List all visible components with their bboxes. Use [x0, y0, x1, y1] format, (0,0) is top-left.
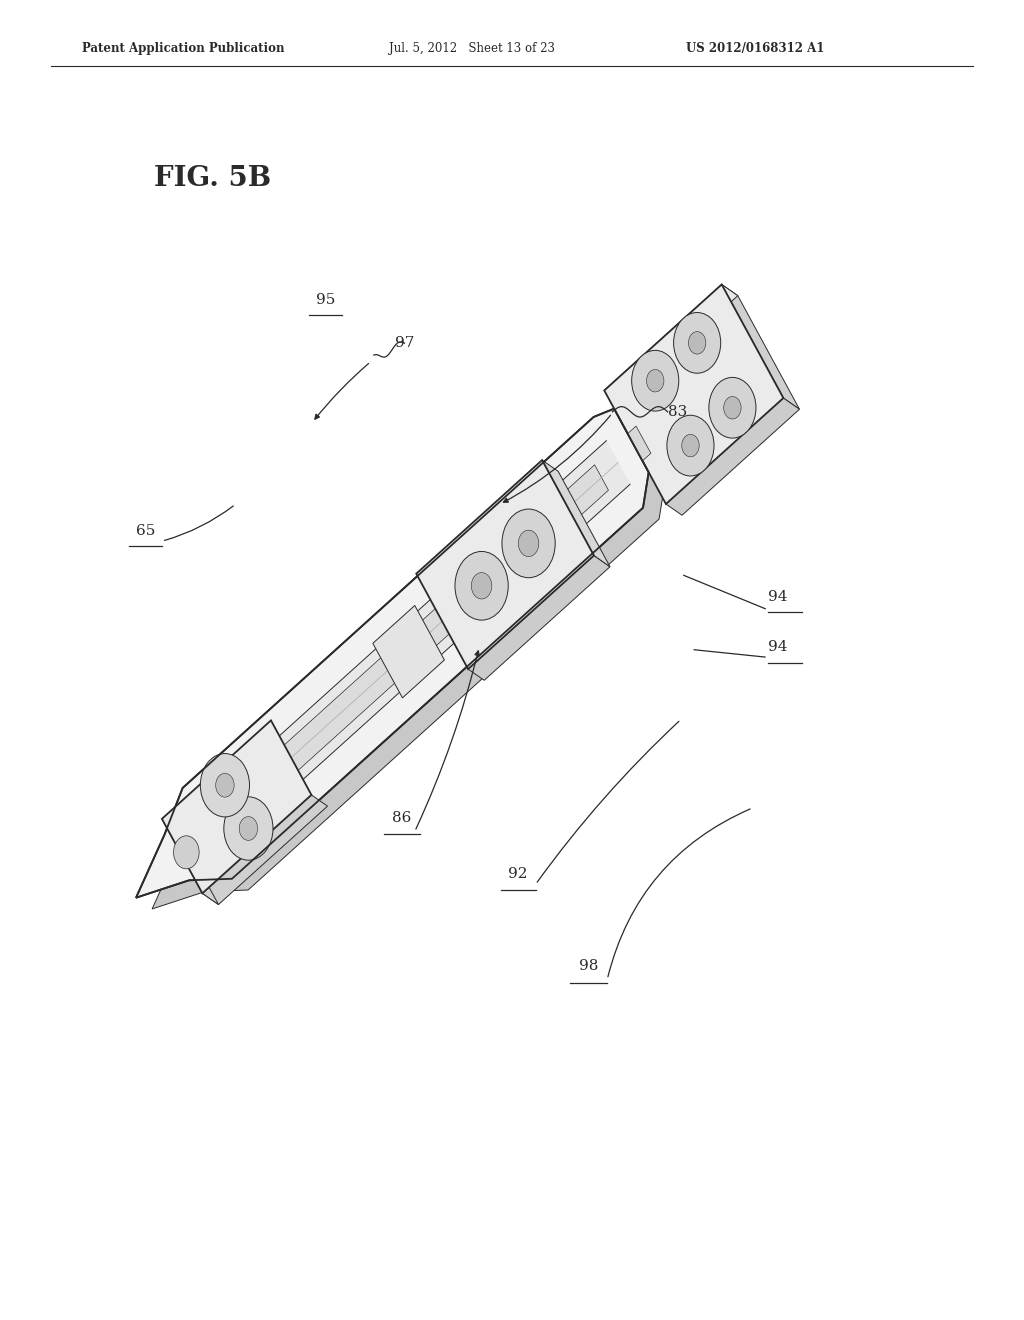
Ellipse shape: [240, 817, 258, 841]
Ellipse shape: [471, 573, 492, 599]
Ellipse shape: [632, 350, 679, 411]
Polygon shape: [373, 606, 444, 698]
Ellipse shape: [173, 836, 199, 869]
Polygon shape: [162, 818, 218, 904]
Polygon shape: [203, 795, 328, 904]
Ellipse shape: [201, 754, 250, 817]
Polygon shape: [666, 399, 800, 515]
Text: US 2012/0168312 A1: US 2012/0168312 A1: [686, 42, 824, 55]
Ellipse shape: [688, 331, 706, 354]
Text: 97: 97: [395, 337, 414, 350]
Ellipse shape: [674, 313, 721, 374]
Polygon shape: [628, 426, 651, 461]
Text: 98: 98: [580, 960, 598, 973]
Polygon shape: [136, 409, 648, 898]
Polygon shape: [722, 285, 800, 409]
Text: Jul. 5, 2012   Sheet 13 of 23: Jul. 5, 2012 Sheet 13 of 23: [389, 42, 555, 55]
Polygon shape: [468, 556, 610, 680]
Polygon shape: [251, 465, 608, 801]
Ellipse shape: [709, 378, 756, 438]
Polygon shape: [604, 285, 783, 504]
Polygon shape: [614, 409, 665, 483]
Polygon shape: [417, 461, 594, 669]
Text: Patent Application Publication: Patent Application Publication: [82, 42, 285, 55]
Text: 86: 86: [392, 812, 411, 825]
Ellipse shape: [224, 797, 273, 861]
Text: FIG. 5B: FIG. 5B: [154, 165, 270, 191]
Ellipse shape: [682, 434, 699, 457]
Text: 95: 95: [316, 293, 335, 306]
Text: 65: 65: [136, 524, 155, 537]
Polygon shape: [196, 441, 630, 855]
Ellipse shape: [455, 552, 508, 620]
Ellipse shape: [667, 416, 714, 477]
Ellipse shape: [646, 370, 664, 392]
Polygon shape: [162, 721, 311, 894]
Polygon shape: [153, 420, 665, 909]
Polygon shape: [604, 285, 738, 401]
Polygon shape: [542, 461, 610, 566]
Text: 83: 83: [668, 405, 687, 418]
Ellipse shape: [724, 396, 741, 418]
Text: 94: 94: [768, 640, 787, 653]
Ellipse shape: [502, 510, 555, 578]
Text: 94: 94: [768, 590, 787, 603]
Ellipse shape: [216, 774, 234, 797]
Text: 92: 92: [508, 867, 528, 880]
Ellipse shape: [518, 531, 539, 557]
